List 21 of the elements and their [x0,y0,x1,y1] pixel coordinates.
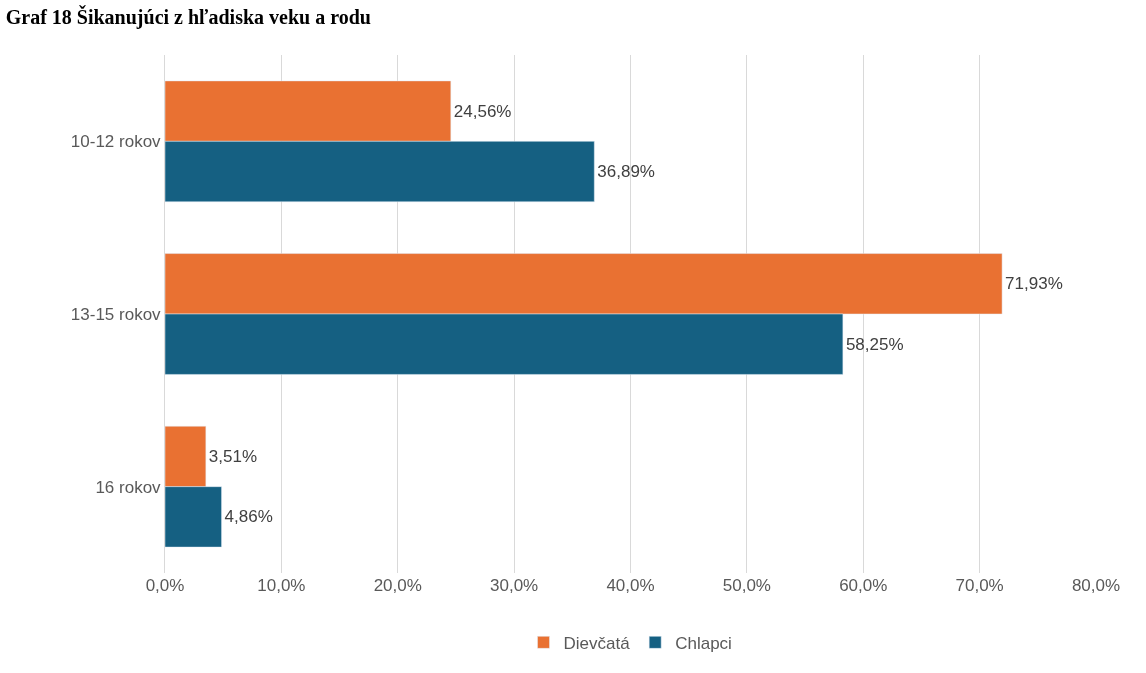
x-tick-label: 50,0% [722,576,771,595]
x-tick-label: 10,0% [257,576,306,595]
chart-title: Graf 18 Šikanujúci z hľadiska veku a rodu [5,5,371,30]
y-tick-label: 16 rokov [95,477,162,497]
legend-label: Dievčatá [563,633,631,653]
data-label: 36,89% [597,162,655,182]
x-tick-label: 80,0% [1071,576,1121,595]
x-tick-label: 40,0% [606,576,655,595]
data-label: 4,86% [224,507,273,527]
x-tick-label: 70,0% [955,576,1004,595]
x-tick-label: 20,0% [373,576,422,595]
x-tick-label: 30,0% [490,576,539,595]
x-tick-label: 0,0% [145,576,185,595]
legend-label: Chlapci [675,633,732,653]
data-label: 24,56% [453,101,512,121]
x-tick-label: 60,0% [839,576,888,595]
y-tick-label: 10-12 rokov [70,132,162,152]
data-label: 58,25% [845,334,904,354]
y-tick-label: 13-15 rokov [70,304,162,324]
data-label: 3,51% [208,446,258,466]
data-label: 71,93% [1005,274,1063,294]
